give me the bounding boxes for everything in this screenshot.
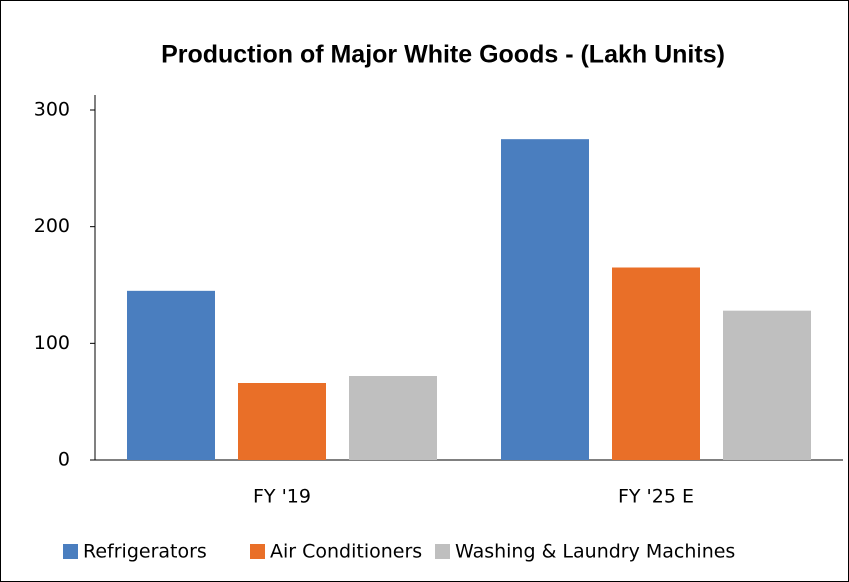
bar (501, 139, 589, 460)
bar (238, 383, 326, 460)
bar (723, 310, 811, 460)
bar (612, 267, 700, 460)
x-tick-label: FY '25 E (618, 486, 694, 508)
x-tick-label: FY '19 (253, 486, 311, 508)
legend-label: Air Conditioners (270, 541, 422, 563)
legend-swatch (63, 544, 78, 559)
chart-title: Production of Major White Goods - (Lakh … (161, 41, 725, 69)
legend-label: Washing & Laundry Machines (455, 541, 735, 563)
legend-swatch (435, 544, 450, 559)
y-tick-label: 100 (34, 332, 70, 354)
y-tick-label: 0 (58, 449, 70, 471)
legend-swatch (250, 544, 265, 559)
bar (349, 376, 437, 460)
legend-label: Refrigerators (83, 541, 207, 563)
y-tick-label: 300 (34, 99, 70, 121)
y-tick-label: 200 (34, 215, 70, 237)
bar (127, 290, 215, 460)
